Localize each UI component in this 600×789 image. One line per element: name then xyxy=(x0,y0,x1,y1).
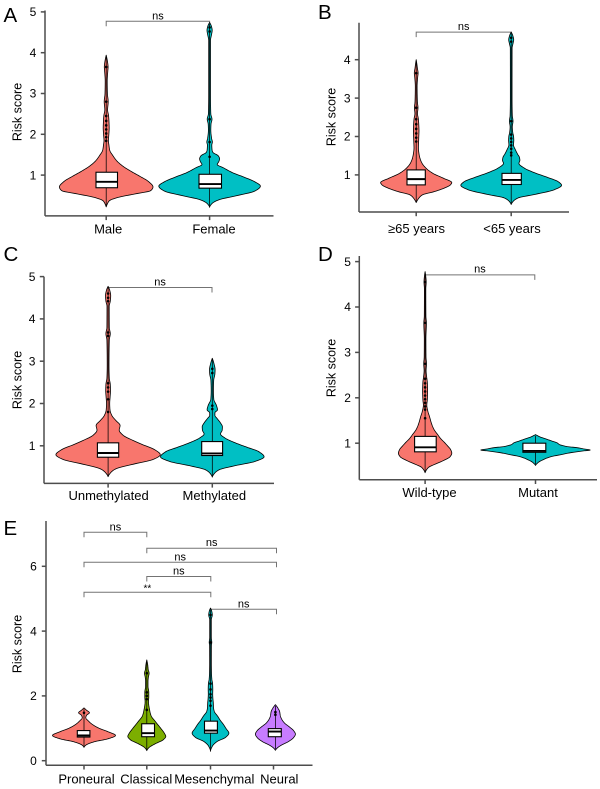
svg-text:Methylated: Methylated xyxy=(183,488,247,503)
svg-text:4: 4 xyxy=(30,624,37,638)
svg-text:Risk score: Risk score xyxy=(11,83,25,141)
svg-text:E: E xyxy=(4,517,18,540)
svg-text:6: 6 xyxy=(30,560,37,574)
svg-text:Female: Female xyxy=(192,222,235,237)
svg-text:1: 1 xyxy=(30,168,37,182)
svg-text:2: 2 xyxy=(30,689,37,703)
svg-text:Male: Male xyxy=(94,222,122,237)
svg-text:ns: ns xyxy=(238,598,250,610)
svg-text:2: 2 xyxy=(29,397,36,411)
svg-text:C: C xyxy=(4,243,19,266)
svg-text:ns: ns xyxy=(173,566,185,578)
svg-text:Risk score: Risk score xyxy=(325,88,339,146)
svg-text:3: 3 xyxy=(30,87,37,101)
svg-text:Classical: Classical xyxy=(120,771,172,786)
svg-text:Risk score: Risk score xyxy=(325,339,339,397)
svg-text:Unmethylated: Unmethylated xyxy=(68,488,148,503)
svg-text:5: 5 xyxy=(29,270,36,284)
svg-text:Risk score: Risk score xyxy=(11,615,25,673)
svg-text:4: 4 xyxy=(344,300,351,314)
svg-text:Proneural: Proneural xyxy=(58,771,114,786)
svg-text:2: 2 xyxy=(344,130,351,144)
svg-text:ns: ns xyxy=(110,521,122,533)
svg-text:Risk score: Risk score xyxy=(11,351,25,409)
svg-text:≥65 years: ≥65 years xyxy=(388,221,445,236)
svg-text:ns: ns xyxy=(154,277,166,289)
svg-text:4: 4 xyxy=(344,53,351,67)
svg-text:1: 1 xyxy=(344,168,351,182)
svg-text:3: 3 xyxy=(344,346,351,360)
svg-text:A: A xyxy=(4,4,18,27)
svg-text:4: 4 xyxy=(30,46,37,60)
svg-text:**: ** xyxy=(144,584,152,595)
svg-text:3: 3 xyxy=(344,91,351,105)
svg-text:ns: ns xyxy=(458,21,470,33)
svg-text:<65 years: <65 years xyxy=(483,221,541,236)
svg-text:B: B xyxy=(318,1,332,24)
svg-text:0: 0 xyxy=(30,754,37,768)
svg-text:5: 5 xyxy=(30,5,37,19)
svg-text:2: 2 xyxy=(30,128,37,142)
svg-text:ns: ns xyxy=(152,11,164,23)
svg-text:ns: ns xyxy=(474,264,486,276)
svg-text:ns: ns xyxy=(206,537,218,549)
svg-text:1: 1 xyxy=(344,436,351,450)
svg-text:1: 1 xyxy=(29,439,36,453)
svg-text:D: D xyxy=(318,243,333,266)
svg-text:4: 4 xyxy=(29,312,36,326)
svg-text:Mutant: Mutant xyxy=(518,485,558,500)
svg-text:Mesenchymal: Mesenchymal xyxy=(174,771,254,786)
svg-text:ns: ns xyxy=(174,551,186,563)
svg-text:Wild-type: Wild-type xyxy=(402,485,456,500)
svg-text:3: 3 xyxy=(29,354,36,368)
svg-text:5: 5 xyxy=(344,255,351,269)
svg-text:2: 2 xyxy=(344,391,351,405)
svg-text:Neural: Neural xyxy=(260,771,298,786)
